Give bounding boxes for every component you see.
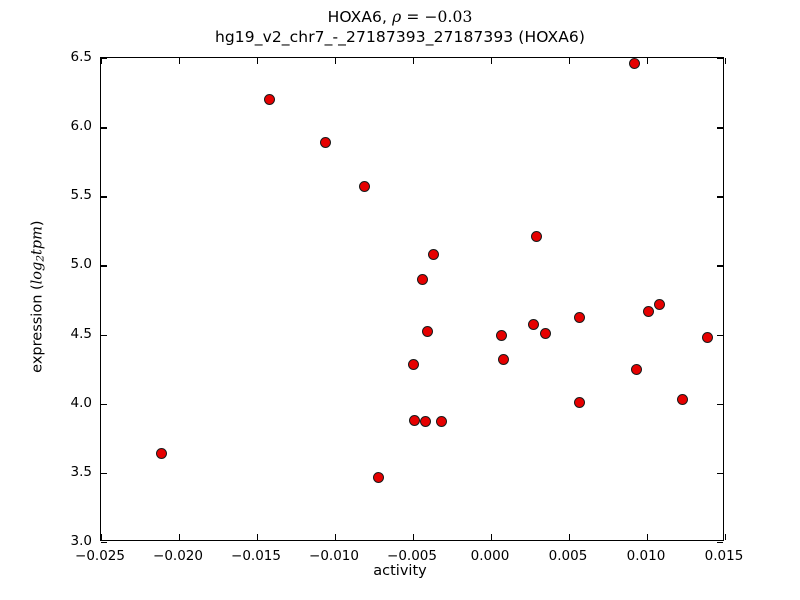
data-point (574, 396, 586, 408)
y-axis-tick (101, 127, 107, 129)
y-axis-tick (101, 334, 107, 336)
data-point (630, 363, 642, 375)
x-axis-tick-label: 0.015 (704, 548, 744, 564)
data-point (359, 181, 371, 193)
x-axis-tick-top (413, 58, 415, 64)
data-point (421, 326, 433, 338)
data-point (435, 416, 447, 428)
x-axis-tick-top (491, 58, 493, 64)
y-axis-tick-label: 6.0 (70, 118, 92, 135)
x-axis-tick-label: −0.005 (387, 548, 437, 564)
y-axis-tick-label: 5.5 (70, 187, 92, 204)
data-point (156, 447, 168, 459)
y-axis-label-container: expression (log2tpm) (0, 0, 60, 600)
data-point (629, 58, 641, 70)
chart-subtitle: hg19_v2_chr7_-_27187393_27187393 (HOXA6) (214, 27, 586, 46)
data-point (653, 298, 665, 310)
x-axis-tick (179, 534, 181, 540)
data-point (643, 305, 655, 317)
x-axis-tick (491, 534, 493, 540)
y-axis-tick (101, 58, 107, 60)
data-points-layer (101, 58, 723, 540)
y-axis-tick-right (717, 265, 723, 267)
y-axis-tick (101, 472, 107, 475)
x-axis-tick-top (569, 58, 571, 64)
data-point (496, 330, 508, 342)
x-axis-tick (413, 534, 415, 540)
x-axis-tick-label: 0.010 (626, 548, 666, 564)
x-axis-tick (647, 534, 649, 540)
data-point (416, 273, 428, 285)
y-axis-tick-label: 3.5 (70, 463, 92, 480)
x-axis-tick-top (725, 58, 727, 64)
x-axis-tick-top (101, 58, 103, 64)
data-point (419, 416, 431, 428)
data-point (540, 327, 552, 339)
x-axis-tick-label: 0.005 (548, 548, 588, 564)
x-axis-tick-top (257, 58, 259, 64)
y-axis-tick-right (717, 334, 723, 336)
x-axis-tick (101, 534, 103, 540)
y-axis-tick-right (717, 472, 723, 475)
data-point (373, 471, 385, 483)
x-axis-tick (257, 534, 259, 540)
plot-area (100, 57, 727, 544)
y-axis-tick-right (717, 196, 723, 198)
y-axis-tick-label: 5.0 (70, 256, 92, 273)
data-point (407, 359, 419, 371)
data-point (677, 394, 689, 406)
y-axis-tick (101, 196, 107, 198)
y-axis-tick-label: 4.5 (70, 325, 92, 342)
y-axis-tick (101, 403, 107, 406)
y-axis-tick-right (717, 403, 723, 406)
y-axis-tick-label: 3.0 (70, 533, 92, 549)
data-point (427, 248, 439, 260)
y-axis-tick (101, 542, 107, 544)
x-axis-tick-label: −0.010 (309, 548, 359, 564)
y-axis-tick-label: 6.5 (70, 49, 92, 65)
data-point (497, 353, 509, 365)
x-axis-tick-top (647, 58, 649, 64)
x-axis-tick-top (179, 58, 181, 64)
x-axis-tick-label: −0.025 (75, 548, 125, 564)
data-point (530, 230, 542, 242)
y-axis-tick-right (717, 542, 723, 544)
x-axis-tick (335, 534, 337, 540)
chart-title: HOXA6, ρ = −0.03 (327, 8, 473, 26)
data-point (409, 414, 421, 426)
data-point (527, 319, 539, 331)
y-axis-tick-label: 4.0 (70, 394, 92, 411)
data-point (702, 331, 714, 343)
x-axis-tick-label: 0.000 (470, 548, 510, 564)
x-axis-label: activity (373, 563, 427, 579)
x-axis-tick-label: −0.020 (153, 548, 203, 564)
chart-title-block: HOXA6, ρ = −0.03 hg19_v2_chr7_-_27187393… (0, 8, 800, 46)
x-axis-tick (569, 534, 571, 540)
data-point (320, 136, 332, 148)
x-axis-tick (725, 534, 727, 540)
y-axis-tick (101, 265, 107, 267)
data-point (263, 93, 275, 105)
x-axis-tick-top (335, 58, 337, 64)
y-axis-tick-right (717, 58, 723, 60)
x-axis-tick-label: −0.015 (231, 548, 281, 564)
data-point (574, 312, 586, 324)
y-axis-tick-right (717, 127, 723, 129)
